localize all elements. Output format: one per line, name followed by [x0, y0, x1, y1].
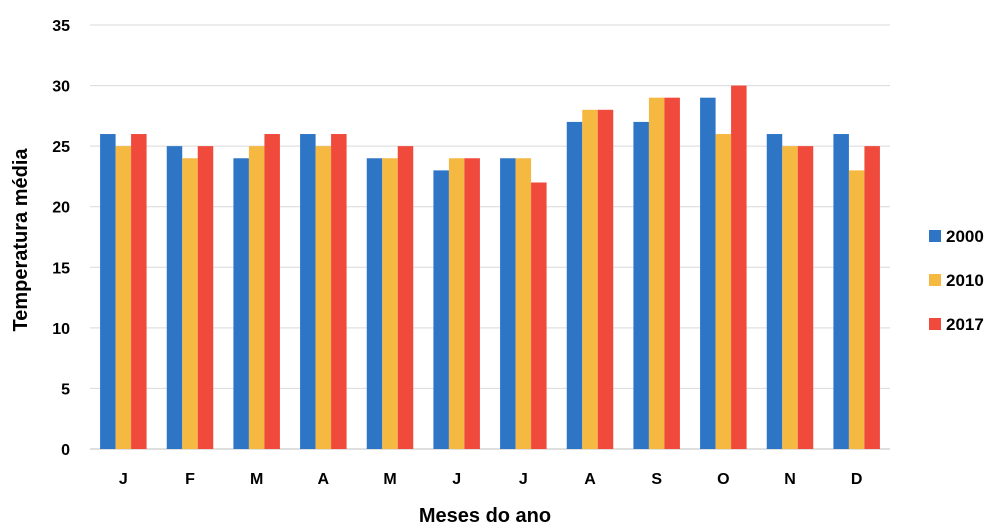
y-tick-label: 15 — [52, 260, 70, 277]
x-tick-label: S — [651, 471, 662, 488]
x-tick-label: N — [784, 471, 796, 488]
bar — [648, 97, 665, 449]
bar — [633, 121, 649, 450]
bar — [366, 158, 383, 449]
bar — [833, 134, 849, 449]
bar — [248, 146, 265, 449]
legend-swatch — [929, 230, 941, 242]
bar — [582, 109, 598, 450]
x-tick-label: M — [250, 471, 263, 488]
bar — [782, 146, 798, 449]
bar — [531, 182, 547, 449]
x-tick-label: A — [318, 471, 330, 488]
x-tick-label: M — [383, 471, 396, 488]
bar — [664, 97, 680, 449]
bar — [566, 121, 583, 450]
bars — [100, 85, 880, 450]
gridlines — [90, 24, 890, 450]
bar — [300, 134, 316, 449]
bar — [115, 146, 132, 449]
x-tick-label: A — [584, 471, 596, 488]
bar — [131, 134, 147, 449]
x-axis-title: Meses do ano — [419, 505, 551, 527]
bar — [264, 134, 280, 449]
y-tick-label: 5 — [61, 381, 70, 398]
bar — [315, 146, 332, 449]
bar — [731, 85, 747, 450]
x-tick-label: J — [519, 471, 528, 488]
bar — [331, 134, 347, 449]
bar — [182, 158, 198, 449]
x-tick-label: O — [717, 471, 729, 488]
y-tick-label: 10 — [52, 321, 70, 338]
bar — [448, 158, 465, 449]
bar — [197, 146, 214, 449]
bar — [766, 134, 783, 449]
legend-label: 2017 — [946, 315, 984, 334]
x-tick-label: F — [185, 471, 195, 488]
x-tick-label: J — [452, 471, 461, 488]
y-axis-title: Temperatura média — [10, 148, 32, 332]
legend-swatch — [929, 318, 941, 330]
y-tick-label: 30 — [52, 79, 70, 96]
bar — [700, 97, 716, 449]
y-tick-label: 20 — [52, 200, 70, 217]
bar — [848, 170, 865, 449]
bar — [382, 158, 398, 449]
y-tick-label: 0 — [61, 442, 70, 459]
bar — [397, 146, 414, 449]
legend: 2000 2010 2017 — [929, 227, 984, 334]
y-tick-label: 35 — [52, 18, 70, 35]
bar — [464, 158, 480, 449]
bar — [597, 109, 614, 450]
x-tick-label: D — [851, 471, 863, 488]
legend-label: 2010 — [946, 271, 984, 290]
bar — [100, 134, 116, 449]
bar — [715, 134, 732, 449]
legend-swatch — [929, 274, 941, 286]
legend-label: 2000 — [946, 227, 984, 246]
y-tick-label: 25 — [52, 139, 70, 156]
bar — [864, 146, 880, 449]
bar — [797, 146, 814, 449]
y-axis-ticks: 0 5 10 15 20 25 30 35 — [52, 18, 70, 459]
bar — [433, 170, 449, 449]
bar — [166, 146, 183, 449]
bar — [233, 158, 249, 449]
bar — [515, 158, 532, 449]
x-tick-label: J — [119, 471, 128, 488]
bar — [500, 158, 516, 449]
